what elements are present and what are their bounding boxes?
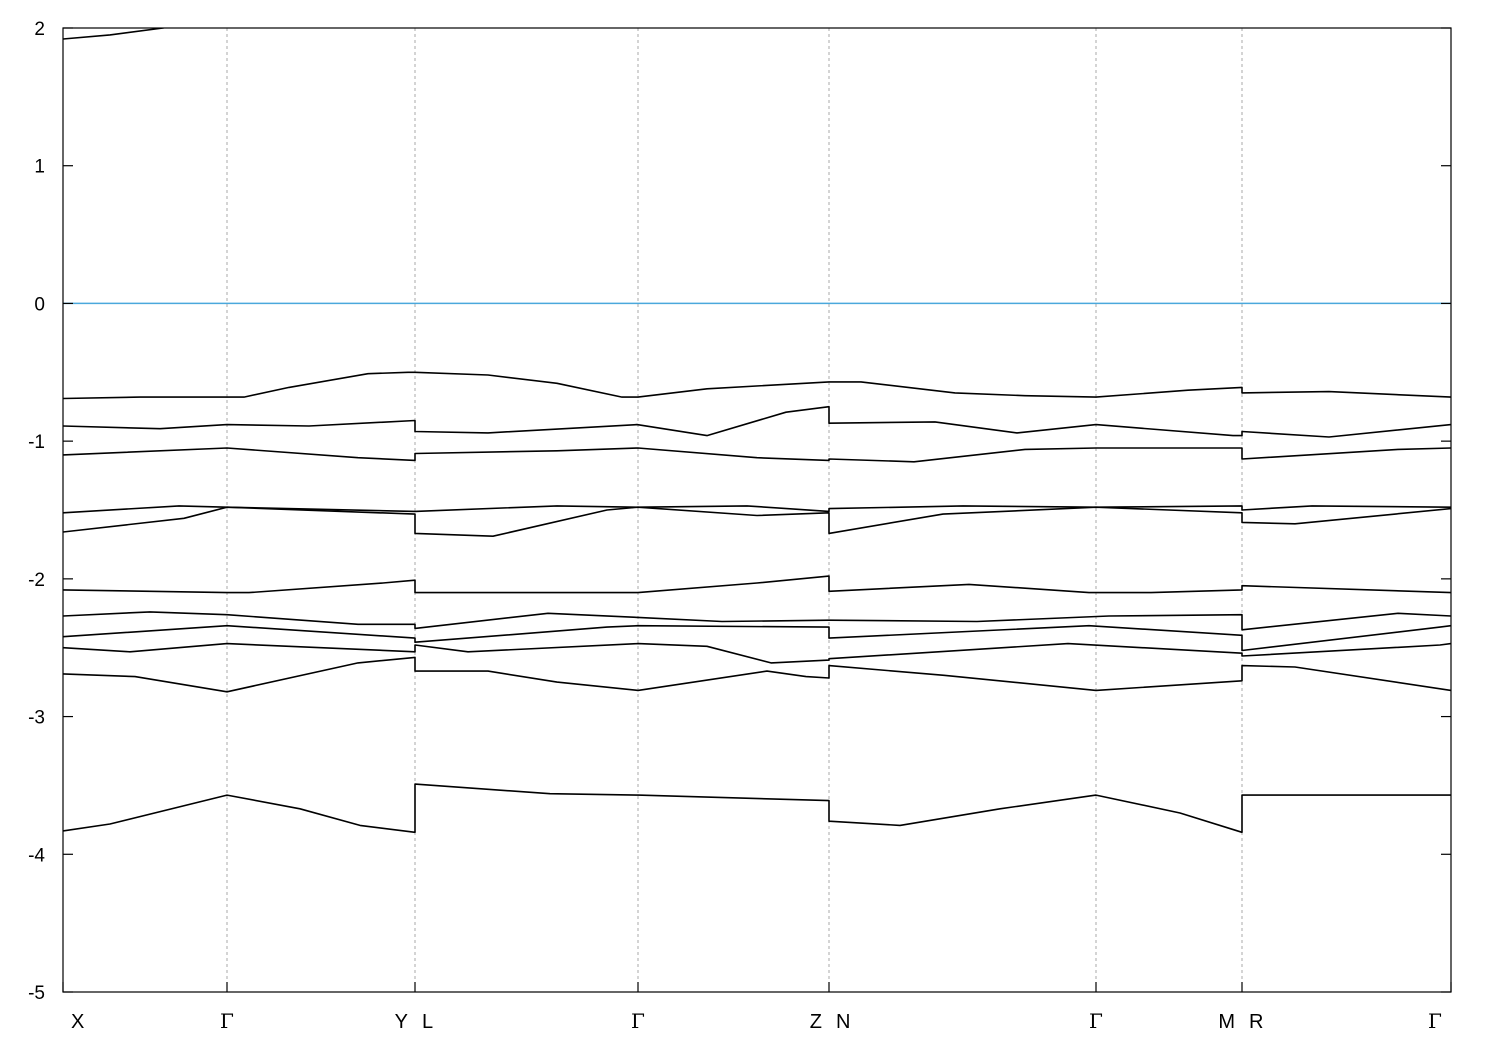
y-tick-label: -5 (28, 983, 45, 1004)
bands-group (63, 28, 1451, 834)
y-tick-label: -3 (28, 708, 45, 729)
band-line-2 (63, 371, 1451, 400)
band-line-10 (63, 642, 1451, 664)
kpoint-label: X (71, 1011, 84, 1033)
kpoint-label: N (836, 1011, 850, 1033)
band-line-12 (63, 783, 1451, 834)
band-line-9 (63, 624, 1451, 652)
band-line-8 (63, 611, 1451, 631)
kpoint-label: M (1218, 1011, 1235, 1033)
kpoint-label: Z (810, 1011, 822, 1033)
kpoint-label: L (422, 1011, 433, 1033)
kpoint-label: R (1249, 1011, 1263, 1033)
plot-frame (62, 27, 1452, 993)
y-tick-label: -2 (28, 570, 45, 591)
kpoint-label: Γ (631, 1009, 645, 1033)
band-line-4 (63, 447, 1451, 463)
band-line-3 (63, 405, 1451, 438)
y-tick-label: -4 (28, 845, 45, 866)
y-tick-label: 2 (34, 19, 45, 40)
band-line-11 (63, 656, 1451, 693)
kpoint-label: Γ (220, 1009, 234, 1033)
band-line-5 (63, 505, 1451, 514)
band-line-1 (63, 28, 167, 40)
y-tick-label: 1 (34, 157, 45, 178)
band-line-6 (63, 506, 1451, 538)
y-axis: 2 1 0 -1 -2 -3 -4 -5 (28, 19, 1451, 1004)
kpoint-label: Γ (1428, 1009, 1442, 1033)
kpoint-label: Y (395, 1011, 408, 1033)
kpoint-label: Γ (1089, 1009, 1103, 1033)
band-line-7 (63, 575, 1451, 594)
y-tick-label: 0 (34, 294, 45, 315)
y-tick-label: -1 (28, 432, 45, 453)
